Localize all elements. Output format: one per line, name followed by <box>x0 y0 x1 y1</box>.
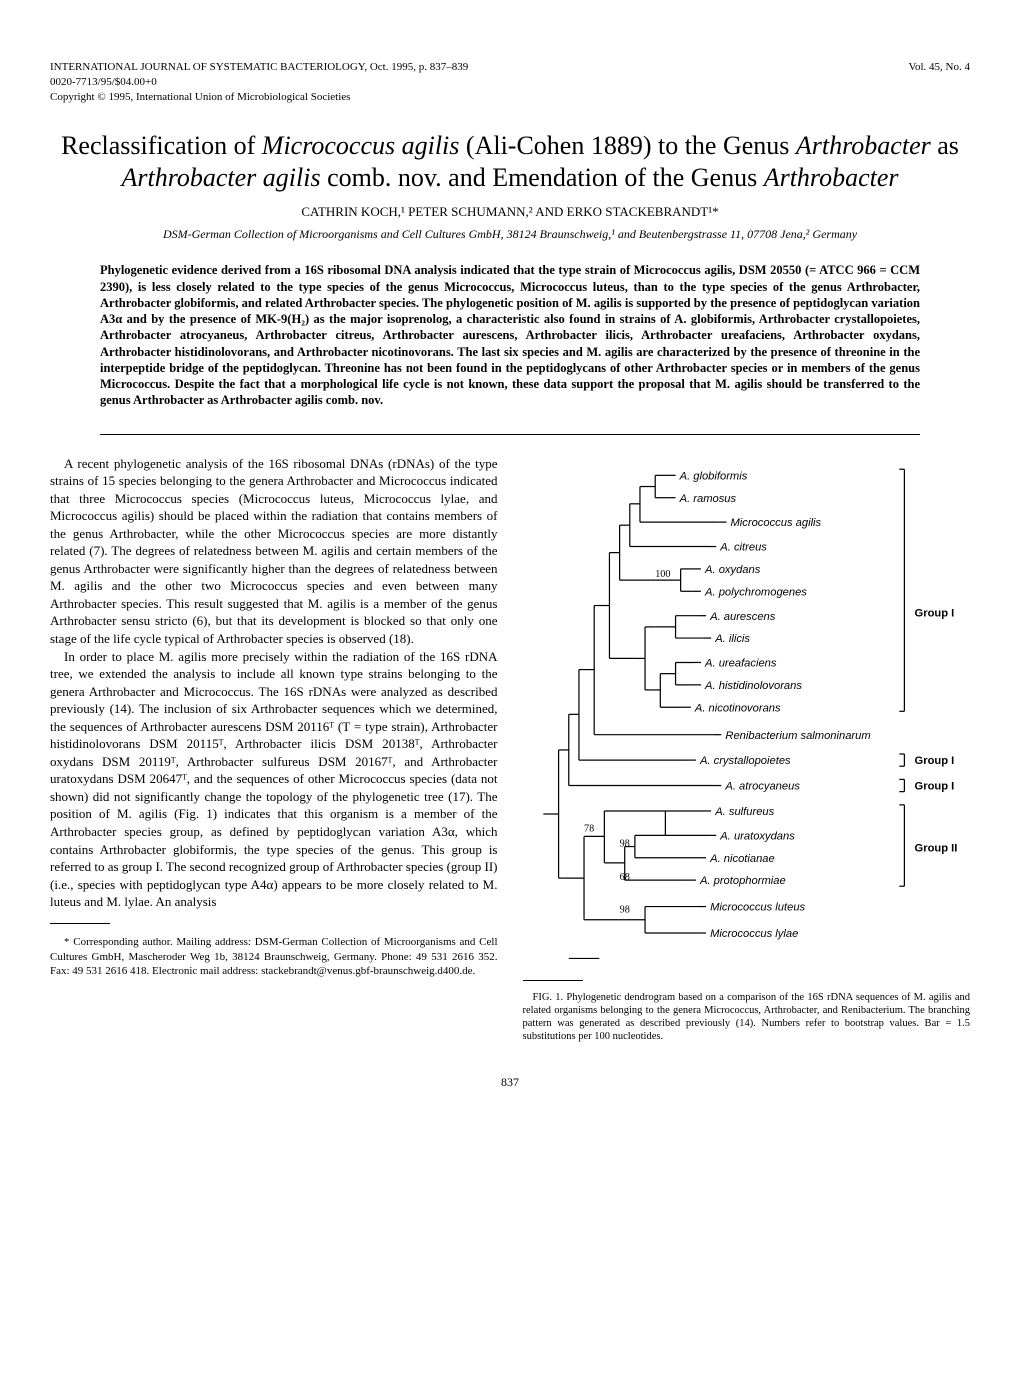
page-number: 837 <box>50 1074 970 1090</box>
affiliation: DSM-German Collection of Microorganisms … <box>50 226 970 242</box>
svg-text:98: 98 <box>619 838 629 849</box>
svg-text:98: 98 <box>619 904 629 915</box>
svg-text:A. ureafaciens: A. ureafaciens <box>704 657 777 669</box>
svg-text:A. ilicis: A. ilicis <box>714 633 750 645</box>
svg-text:68: 68 <box>619 872 629 883</box>
header: INTERNATIONAL JOURNAL OF SYSTEMATIC BACT… <box>50 60 970 105</box>
left-column: A recent phylogenetic analysis of the 16… <box>50 455 498 1054</box>
svg-text:A. oxydans: A. oxydans <box>704 563 761 575</box>
svg-text:Group II: Group II <box>914 842 957 854</box>
svg-text:A. protophormiae: A. protophormiae <box>698 875 785 887</box>
svg-text:Micrococcus lylae: Micrococcus lylae <box>710 928 798 940</box>
svg-text:Group I: Group I <box>914 755 954 767</box>
article-title: Reclassification of Micrococcus agilis (… <box>50 130 970 195</box>
copyright: Copyright © 1995, International Union of… <box>50 90 970 105</box>
volume-number: Vol. 45, No. 4 <box>908 60 970 75</box>
phylogenetic-tree: A. globiformis A. ramosus Micrococcus agil… <box>523 455 971 964</box>
issn: 0020-7713/95/$04.00+0 <box>50 75 970 90</box>
svg-text:A. polychromogenes: A. polychromogenes <box>704 586 807 598</box>
svg-text:A. histidinolovorans: A. histidinolovorans <box>704 679 802 691</box>
paragraph-2: In order to place M. agilis more precise… <box>50 648 498 911</box>
svg-text:A. sulfureus: A. sulfureus <box>714 806 774 818</box>
abstract: Phylogenetic evidence derived from a 16S… <box>100 262 920 408</box>
corresponding-author-footnote: * Corresponding author. Mailing address:… <box>50 935 498 980</box>
svg-text:A. atrocyaneus: A. atrocyaneus <box>724 780 800 792</box>
svg-text:A. aurescens: A. aurescens <box>709 610 776 622</box>
figure-caption: FIG. 1. Phylogenetic dendrogram based on… <box>523 991 971 1044</box>
right-column: A. globiformis A. ramosus Micrococcus agil… <box>523 455 971 1054</box>
svg-text:Renibacterium salmoninarum: Renibacterium salmoninarum <box>725 729 870 741</box>
svg-text:78: 78 <box>584 823 594 834</box>
svg-text:Group I: Group I <box>914 607 954 619</box>
svg-text:Micrococcus agilis: Micrococcus agilis <box>730 517 821 529</box>
svg-text:A. globiformis: A. globiformis <box>678 470 747 482</box>
journal-title: INTERNATIONAL JOURNAL OF SYSTEMATIC BACT… <box>50 60 468 75</box>
svg-text:100: 100 <box>655 569 670 580</box>
svg-text:A. crystallopoietes: A. crystallopoietes <box>698 755 790 767</box>
paragraph-1: A recent phylogenetic analysis of the 16… <box>50 455 498 648</box>
svg-text:A. citreus: A. citreus <box>719 541 767 553</box>
svg-text:A. ramosus: A. ramosus <box>678 492 736 504</box>
svg-text:Group I: Group I <box>914 780 954 792</box>
body-columns: A recent phylogenetic analysis of the 16… <box>50 455 970 1054</box>
svg-text:Micrococcus luteus: Micrococcus luteus <box>710 901 805 913</box>
svg-text:A. nicotinovorans: A. nicotinovorans <box>693 702 780 714</box>
svg-text:A. uratoxydans: A. uratoxydans <box>719 830 795 842</box>
authors: CATHRIN KOCH,¹ PETER SCHUMANN,² AND ERKO… <box>50 203 970 221</box>
svg-text:A. nicotianae: A. nicotianae <box>709 852 775 864</box>
